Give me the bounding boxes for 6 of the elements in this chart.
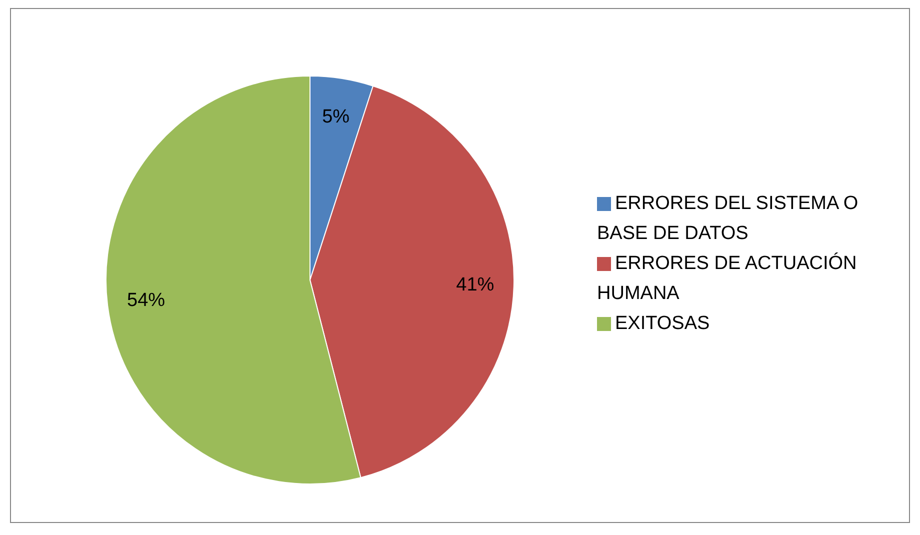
data-label: 54% (127, 290, 166, 312)
data-label: 5% (322, 106, 350, 128)
data-label: 41% (456, 274, 494, 296)
legend-label: ERRORES DEL SISTEMA O BASE DE DATOS (597, 193, 858, 244)
legend-label: ERRORES DE ACTUACIÓN HUMANA (597, 253, 857, 304)
legend-label: EXITOSAS (615, 313, 710, 334)
